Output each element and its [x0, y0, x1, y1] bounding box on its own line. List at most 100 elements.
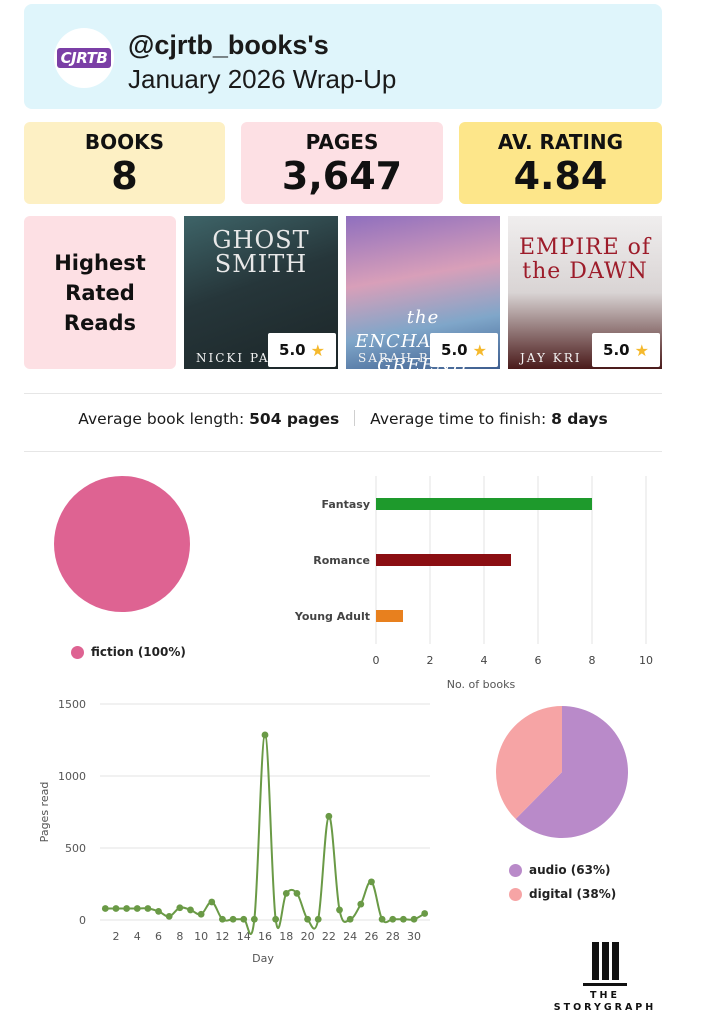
storygraph-books-icon [550, 942, 660, 982]
star-icon: ★ [310, 340, 325, 360]
data-point [165, 913, 173, 920]
data-point [282, 889, 290, 897]
book-cover-title: EMPIRE of the DAWN [518, 235, 652, 284]
x-tick-label: 24 [343, 930, 357, 943]
brand-line-1: THE [590, 990, 620, 1001]
data-point [336, 906, 343, 914]
page-title: January 2026 Wrap-Up [128, 64, 397, 94]
divider [24, 393, 662, 394]
data-point [389, 915, 397, 923]
pie-slice [515, 706, 628, 838]
format-pie-chart [496, 706, 628, 838]
bar [376, 554, 511, 566]
data-point [272, 915, 280, 923]
x-tick-label: 22 [322, 930, 336, 943]
data-point [357, 900, 365, 908]
data-point [240, 915, 248, 923]
pie-slice [54, 476, 190, 612]
highest-rated-label-box: Highest Rated Reads [24, 216, 176, 369]
x-tick-label: 12 [215, 930, 229, 943]
data-point [261, 731, 269, 739]
rating-stat-value: 4.84 [513, 154, 608, 198]
separator [354, 410, 356, 426]
data-point [378, 915, 386, 923]
fiction-legend: fiction (100%) [71, 645, 186, 659]
legend-label-fiction: fiction (100%) [91, 645, 186, 659]
user-handle[interactable]: @cjrtb_books's [128, 30, 329, 60]
data-point [368, 878, 375, 886]
books-stat-value: 8 [111, 154, 138, 198]
x-tick-label: 4 [134, 930, 141, 943]
book-cover-3[interactable]: EMPIRE of the DAWN JAY KRI 5.0 ★ [508, 216, 662, 369]
book-cover-title: GHOST SMITH [212, 226, 310, 278]
x-tick-label: 2 [427, 654, 434, 667]
wrapup-header: CJRTB @cjrtb_books's January 2026 Wrap-U… [24, 4, 662, 109]
data-point [187, 906, 194, 914]
book-rating-value: 5.0 [603, 341, 630, 359]
book-rating-value: 5.0 [279, 341, 306, 359]
data-point [112, 905, 120, 912]
digital-legend: digital (38%) [509, 887, 616, 901]
rating-stat-label: AV. RATING [497, 130, 624, 154]
y-axis-title: Pages read [38, 782, 51, 843]
x-tick-label: 18 [279, 930, 293, 943]
book-cover-author: JAY KRI [520, 351, 582, 365]
y-tick-label: 1500 [58, 698, 86, 711]
book-rating-badge: 5.0 ★ [268, 333, 336, 367]
data-point [293, 889, 301, 897]
x-tick-label: 4 [481, 654, 488, 667]
data-point [176, 904, 184, 912]
data-point [208, 898, 216, 906]
x-tick-label: 28 [386, 930, 400, 943]
x-tick-label: 14 [237, 930, 251, 943]
genre-bar-chart: 0 2 4 6 8 10 Fantasy Romance Young Adult No. of b… [294, 476, 653, 691]
data-point [314, 915, 322, 923]
rating-stat: AV. RATING 4.84 [459, 122, 662, 204]
brand-line-2: STORYGRAPH [553, 1002, 657, 1013]
pages-stat: PAGES 3,647 [241, 122, 443, 204]
x-tick-label: 6 [535, 654, 542, 667]
divider [24, 451, 662, 452]
x-tick-label: 2 [112, 930, 119, 943]
books-stat-label: BOOKS [84, 130, 165, 154]
book-cover-2[interactable]: the ENCHANTED GREENH SARAH BETH 5.0 ★ [346, 216, 500, 369]
x-axis-title: Day [252, 952, 274, 965]
averages-row: Average book length: 504 pages Average t… [0, 410, 686, 428]
storygraph-logo: THE STORYGRAPH [550, 942, 660, 1014]
avatar[interactable]: CJRTB [54, 28, 114, 88]
book-cover-1[interactable]: GHOST SMITH NICKI PAU 5.0 ★ [184, 216, 338, 369]
data-point [410, 915, 418, 923]
star-icon: ★ [634, 340, 649, 360]
pages-stat-value: 3,647 [281, 154, 403, 198]
data-point [144, 905, 152, 912]
data-point [133, 905, 141, 912]
legend-swatch [509, 863, 522, 877]
x-tick-label: 6 [155, 930, 162, 943]
data-point [304, 915, 311, 923]
x-tick-label: 26 [364, 930, 378, 943]
avg-time-label: Average time to finish: [370, 410, 547, 428]
x-tick-label: 8 [176, 930, 183, 943]
data-point [101, 905, 109, 912]
data-point [229, 915, 237, 923]
bar [376, 610, 403, 622]
avg-length-value: 504 pages [249, 410, 340, 428]
x-tick-label: 10 [194, 930, 208, 943]
y-tick-label: 500 [65, 842, 86, 855]
legend-swatch [509, 887, 522, 901]
data-point [197, 910, 205, 918]
data-point [346, 915, 354, 923]
category-label: Romance [313, 554, 370, 567]
data-point [399, 915, 407, 923]
data-point [250, 915, 258, 923]
legend-swatch [71, 645, 84, 659]
series-line [105, 733, 426, 936]
data-point [325, 812, 333, 820]
highest-rated-label: Highest Rated Reads [54, 250, 146, 335]
legend-label-digital: digital (38%) [529, 887, 617, 901]
x-tick-label: 8 [589, 654, 596, 667]
legend-label-audio: audio (63%) [529, 863, 611, 877]
y-tick-label: 0 [79, 914, 86, 927]
star-icon: ★ [472, 340, 487, 360]
x-axis-title: No. of books [447, 678, 516, 691]
